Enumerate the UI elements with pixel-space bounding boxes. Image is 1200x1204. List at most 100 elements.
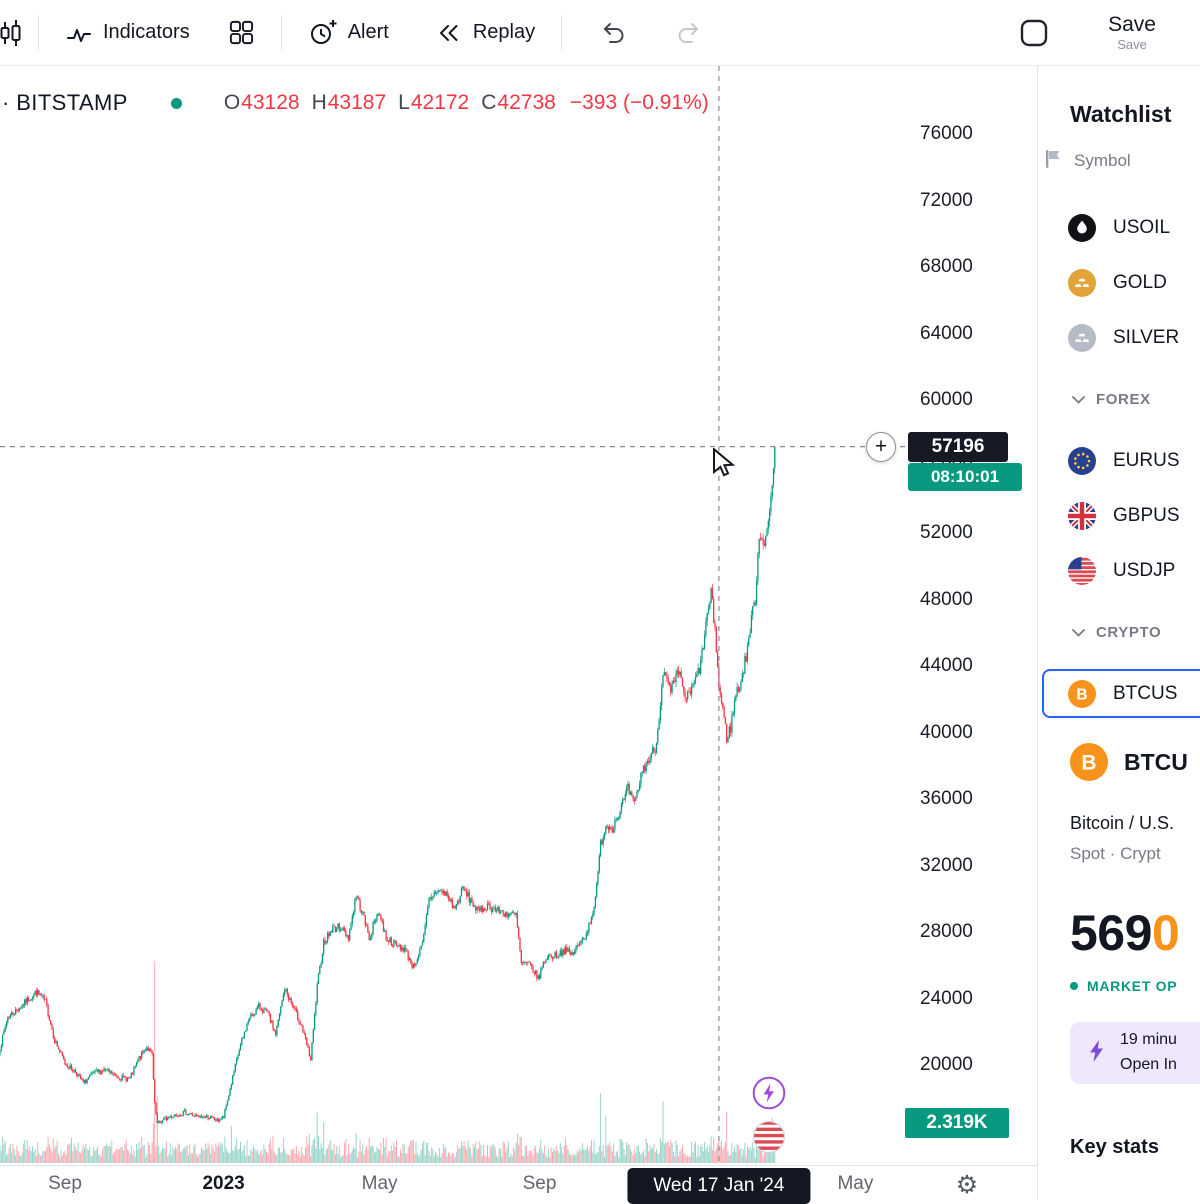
price-tick: 24000	[920, 987, 973, 1009]
time-tick: 2023	[202, 1173, 245, 1194]
symbol-detail: B BTCU Bitcoin / U.S. Spot · Crypt 5690 …	[1038, 743, 1200, 1159]
svg-text:B: B	[1081, 752, 1096, 775]
symbol-label: GBPUS	[1113, 504, 1180, 526]
chart-pane[interactable]: · BITSTAMP O43128 H43187 L42172 C42738 −393 …	[0, 66, 905, 1165]
legend-c-value: C42738	[481, 91, 556, 114]
symbol-label: GOLD	[1113, 271, 1167, 293]
price-tick: 68000	[920, 256, 973, 277]
usflag-icon	[1068, 556, 1096, 585]
watchlist-row-btcus[interactable]: B BTCUS	[1038, 666, 1200, 721]
layout-select-icon[interactable]	[1018, 17, 1050, 49]
replay-button[interactable]: Replay	[423, 11, 547, 55]
candle-bodies-up	[0, 446, 776, 1123]
watchlist-title[interactable]: Watchlist	[1070, 100, 1172, 127]
candle-wicks-up	[0, 446, 776, 1124]
notification-line2: Open In	[1120, 1056, 1177, 1073]
legend-h-value: H43187	[311, 91, 387, 114]
price-axis[interactable]: 57196 08:10:01 2.319K 76000 72000 68000 640…	[905, 66, 1037, 1200]
detail-price: 5690	[1070, 905, 1180, 961]
alert-button[interactable]: Alert	[296, 10, 401, 56]
chart-style-icon[interactable]	[0, 18, 24, 48]
btc-icon: B	[1068, 679, 1096, 708]
mouse-cursor	[712, 446, 738, 483]
price-tick-digit: 0	[1151, 905, 1180, 961]
symbol-label: EURUS	[1113, 449, 1180, 471]
watchlist-row-usoil[interactable]: USOIL	[1038, 200, 1200, 255]
alert-label: Alert	[347, 21, 389, 43]
save-button[interactable]: Save Save	[1102, 13, 1162, 52]
toolbar-separator	[38, 14, 39, 51]
grid-icon	[228, 19, 255, 46]
silver-icon	[1068, 323, 1096, 352]
indicator-templates-button[interactable]	[216, 11, 267, 54]
chevron-down-icon	[1072, 624, 1085, 641]
watchlist-rows: USOIL GOLD SILVER FOREX EURUS GBPUS USDJP CRYPT…	[1038, 200, 1200, 721]
crosshair-date-label: Wed 17 Jan '24	[627, 1168, 811, 1204]
symbol-name[interactable]: · BITSTAMP	[2, 90, 128, 115]
watchlist-panel: Watchlist Symbol USOIL GOLD SILVER FOREX EUR…	[1037, 66, 1200, 1200]
bar-close-countdown: 08:10:01	[908, 462, 1022, 491]
save-label: Save	[1108, 13, 1156, 36]
btc-icon: B	[1070, 743, 1108, 781]
add-alert-plus-button[interactable]: +	[866, 431, 896, 462]
price-tick: 72000	[920, 189, 973, 211]
price-tick: 36000	[920, 788, 973, 809]
price-tick: 28000	[920, 921, 973, 942]
price-tick: 76000	[920, 123, 973, 144]
toolbar-separator	[561, 14, 563, 51]
watchlist-row-eurus[interactable]: EURUS	[1038, 433, 1200, 488]
watchlist-row-gold[interactable]: GOLD	[1038, 255, 1200, 310]
chart-legend: · BITSTAMP O43128 H43187 L42172 C42738 −393 …	[2, 90, 709, 116]
flag-icon	[1043, 148, 1065, 175]
indicators-icon	[65, 19, 93, 47]
price-tick: 32000	[920, 854, 973, 876]
gear-icon[interactable]: ⚙	[955, 1169, 979, 1199]
watchlist-section-forex[interactable]: FOREX	[1038, 365, 1200, 433]
watchlist-row-silver[interactable]: SILVER	[1038, 310, 1200, 365]
legend-l-value: L42172	[398, 91, 470, 114]
svg-text:B: B	[1076, 686, 1087, 703]
detail-symbol-name[interactable]: BTCU	[1124, 748, 1188, 775]
watchlist-row-gbpus[interactable]: GBPUS	[1038, 488, 1200, 543]
time-tick: Sep	[522, 1173, 557, 1194]
usoil-icon	[1068, 213, 1096, 242]
legend-o-value: O43128	[223, 91, 300, 114]
price-tick: 40000	[920, 721, 973, 743]
time-tick: Sep	[48, 1173, 82, 1194]
price-tick: 48000	[920, 588, 973, 610]
time-tick: May	[361, 1173, 398, 1194]
lightning-icon	[1087, 1039, 1107, 1068]
us-flag-event-icon[interactable]	[752, 1120, 786, 1159]
eur-icon	[1068, 446, 1096, 475]
candlestick-chart[interactable]	[0, 66, 905, 1165]
symbol-label: USDJP	[1113, 559, 1176, 581]
time-tick: May	[837, 1173, 874, 1194]
watchlist-section-crypto[interactable]: CRYPTO	[1038, 598, 1200, 666]
price-tick: 52000	[920, 522, 973, 543]
candle-bodies-down	[8, 538, 766, 1124]
watchlist-row-usdjp[interactable]: USDJP	[1038, 543, 1200, 598]
symbol-label: USOIL	[1113, 216, 1171, 238]
redo-arrow-icon	[678, 22, 699, 43]
redo-button[interactable]	[664, 11, 712, 55]
indicators-label: Indicators	[103, 21, 190, 43]
volume-bars-up	[0, 1093, 776, 1163]
detail-subtitle: Spot · Crypt	[1070, 844, 1161, 863]
legend-ohlc: O43128 H43187 L42172 C42738 −393 (−0.91%)	[224, 91, 709, 115]
replay-label: Replay	[472, 21, 536, 43]
chevron-down-icon	[1072, 391, 1085, 408]
market-open-dot	[1070, 982, 1078, 990]
market-notification-card[interactable]: 19 minu Open In	[1070, 1022, 1200, 1084]
alert-clock-plus-icon	[308, 18, 338, 48]
undo-button[interactable]	[590, 11, 638, 55]
symbol-label: SILVER	[1113, 326, 1180, 348]
volume-bars-down	[8, 961, 765, 1163]
events-lightning-icon[interactable]	[752, 1076, 786, 1115]
time-axis[interactable]: Wed 17 Jan '24 ⚙ Sep 2023 May Sep May	[0, 1165, 1037, 1204]
price-tick: 44000	[920, 655, 973, 676]
gold-icon	[1068, 268, 1096, 297]
watchlist-column-header[interactable]: Symbol	[1038, 146, 1200, 176]
save-sublabel: Save	[1117, 37, 1147, 52]
indicators-button[interactable]: Indicators	[53, 11, 202, 55]
candle-wicks-down	[8, 533, 765, 1125]
